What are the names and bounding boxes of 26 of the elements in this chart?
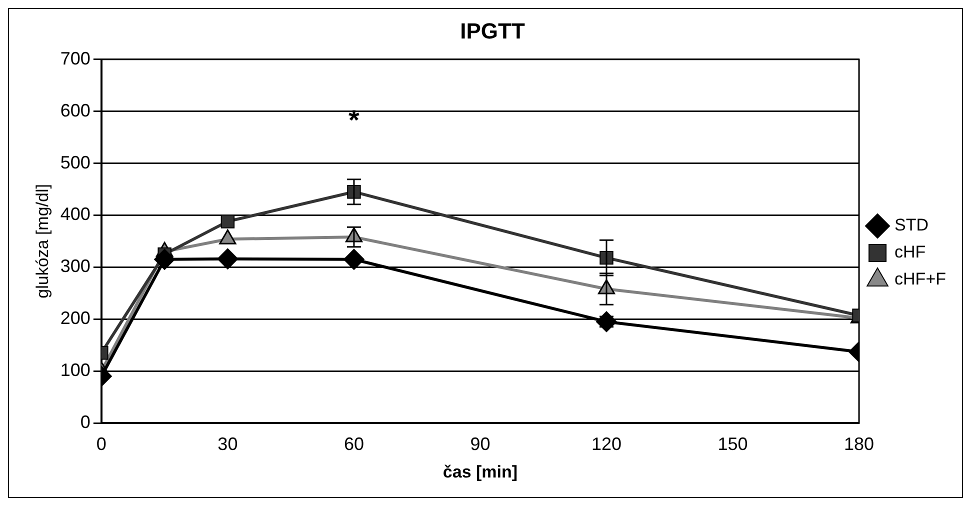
y-tick-label: 600 [60,100,90,120]
point [154,248,176,270]
x-tick-label: 120 [591,434,622,454]
point [217,248,238,270]
x-tick-label: 150 [718,434,748,454]
point [596,311,617,332]
x-tick-label: 30 [218,434,238,454]
y-tick-label: 300 [60,256,90,276]
chart-title: IPGTT [460,18,526,44]
x-tick-label: 0 [96,434,106,454]
y-tick-label: 0 [80,412,90,432]
y-tick-label: 200 [60,308,90,328]
y-tick-label: 500 [60,152,90,172]
legend-label: STD [894,216,929,235]
y-tick-label: 400 [60,204,90,224]
point [220,214,235,228]
x-tick-label: 90 [470,434,490,454]
y-tick-label: 700 [60,48,90,68]
x-tick-label: 180 [844,434,874,454]
point [343,248,364,270]
x-axis-title: čas [min] [442,462,518,482]
y-axis-title: glukóza [mg/dl] [32,184,52,298]
y-tick-label: 100 [60,360,90,380]
legend-label: cHF+F [894,270,946,289]
x-tick-label: 60 [344,434,364,454]
legend-label: cHF [894,242,926,262]
